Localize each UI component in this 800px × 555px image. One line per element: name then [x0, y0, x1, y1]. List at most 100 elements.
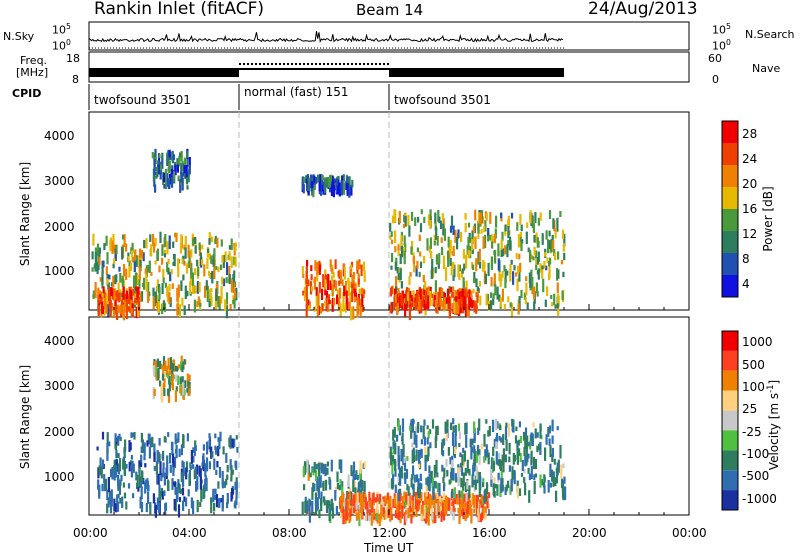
- power-cell-318: [94, 282, 97, 292]
- power-cell-83: [125, 268, 128, 280]
- power-cell-244: [139, 259, 142, 272]
- velocity-cell-377: [183, 359, 186, 364]
- power-cell-469: [130, 286, 133, 292]
- power-cell-98: [233, 291, 237, 299]
- power-cell-1101: [504, 245, 507, 255]
- velocity-cell-186: [220, 498, 223, 503]
- velocity-cell-1321: [472, 465, 475, 477]
- velocity-cell-1351: [521, 459, 524, 472]
- velocity-cell-477: [359, 477, 362, 488]
- power-cell-31: [92, 290, 95, 295]
- power-cell-618: [307, 299, 310, 306]
- velocity-cell-184: [194, 445, 197, 452]
- velocity-colorbar-label: Velocity [m s-1]: [765, 379, 781, 471]
- power-cell-958: [545, 265, 548, 271]
- velocity-cell-574: [327, 500, 330, 509]
- velocity-cell-1264: [435, 426, 438, 435]
- velocity-cell-1089: [477, 427, 480, 435]
- power-cell-537: [99, 294, 102, 299]
- velocity-cell-543: [329, 479, 332, 490]
- velocity-cell-830: [443, 509, 446, 521]
- velocity-cell-1235: [539, 474, 542, 488]
- power-cell-1312: [473, 300, 476, 313]
- power-cell-34: [140, 291, 144, 302]
- power-cell-381: [186, 158, 189, 168]
- velocity-cell-845: [376, 493, 379, 502]
- velocity-cell-1200: [420, 483, 423, 490]
- velocity-cell-895: [375, 513, 378, 520]
- velocity-cell-156: [128, 440, 131, 452]
- power-cell-916: [440, 237, 443, 243]
- velocity-cell-297: [208, 440, 211, 447]
- velocity-cell-1145: [411, 449, 414, 464]
- velocity-cell-86: [214, 488, 217, 494]
- velocity-cell-1318: [452, 425, 455, 433]
- power-cell-292: [194, 237, 197, 244]
- velocity-cell-1299: [543, 484, 546, 494]
- velocity-cell-189: [117, 453, 120, 459]
- power-cell-1339: [464, 305, 468, 317]
- power-cell-325: [176, 303, 179, 316]
- power-cell-1425: [409, 291, 412, 298]
- velocity-cell-323: [208, 461, 211, 470]
- velocity-cell-64: [133, 432, 136, 440]
- velocity-cell-355: [175, 386, 178, 392]
- power-cell-246: [190, 249, 193, 258]
- power-cell-487: [111, 303, 114, 311]
- x-axis-label: Time UT: [364, 541, 414, 555]
- velocity-cell-1073: [474, 475, 477, 490]
- power-cell-266: [154, 260, 157, 265]
- velocity-cell-739: [403, 491, 406, 499]
- power-cell-681: [318, 264, 321, 271]
- velocity-cell-985: [410, 419, 413, 426]
- velocity-cell-586: [362, 491, 365, 502]
- power-cell-1220: [461, 268, 464, 274]
- power-cell-662: [315, 287, 318, 296]
- power-cell-1211: [402, 224, 406, 229]
- power-cell-602: [322, 274, 325, 288]
- velocity-cell-1171: [516, 446, 519, 460]
- velocity-cell-1209: [391, 461, 394, 475]
- power-cell-131: [98, 251, 101, 266]
- power-cell-588: [354, 295, 357, 303]
- velocity-cell-1012: [549, 463, 552, 478]
- power-cell-1264: [459, 300, 463, 314]
- velocity-cell-772: [376, 499, 379, 514]
- power-colorbar-frame: [721, 120, 739, 298]
- power-cell-205: [117, 282, 120, 292]
- velocity-cell-152: [106, 503, 109, 514]
- power-cell-593: [318, 260, 321, 265]
- velocity-cell-863: [378, 513, 381, 527]
- velocity-cell-112: [167, 481, 170, 491]
- power-cell-1065: [431, 267, 434, 279]
- velocity-cell-1210: [478, 449, 481, 455]
- power-cell-13: [206, 258, 209, 269]
- power-cell-1107: [435, 254, 438, 265]
- velocity-cell-1337: [454, 446, 457, 454]
- velocity-cell-194: [110, 468, 113, 478]
- power-cell-795: [346, 183, 349, 196]
- power-cell-1206: [493, 250, 496, 256]
- velocity-cell-809: [442, 492, 445, 500]
- velocity-cell-1168: [450, 459, 454, 469]
- velocity-cell-390: [180, 355, 183, 366]
- velocity-cell-302: [163, 436, 166, 443]
- power-cell-37: [178, 304, 181, 318]
- velocity-cell-105: [153, 443, 156, 457]
- velocity-cell-534: [322, 468, 325, 475]
- velocity-cell-481: [311, 487, 314, 500]
- power-cell-1376: [457, 289, 460, 297]
- xtick-1: 04:00: [172, 526, 207, 540]
- power-cell-927: [556, 217, 559, 232]
- velocity-cell-398: [174, 365, 177, 372]
- power-cell-286: [109, 239, 112, 252]
- velocity-cell-567: [359, 460, 362, 474]
- velocity-cell-872: [460, 498, 463, 508]
- power-cell-1088: [524, 297, 527, 305]
- velocity-cell-23: [171, 478, 174, 490]
- power-colorbar-swatch-6: [722, 253, 738, 275]
- power-cell-41: [169, 297, 172, 308]
- velocity-cell-1256: [524, 455, 527, 467]
- power-cell-891: [546, 286, 549, 296]
